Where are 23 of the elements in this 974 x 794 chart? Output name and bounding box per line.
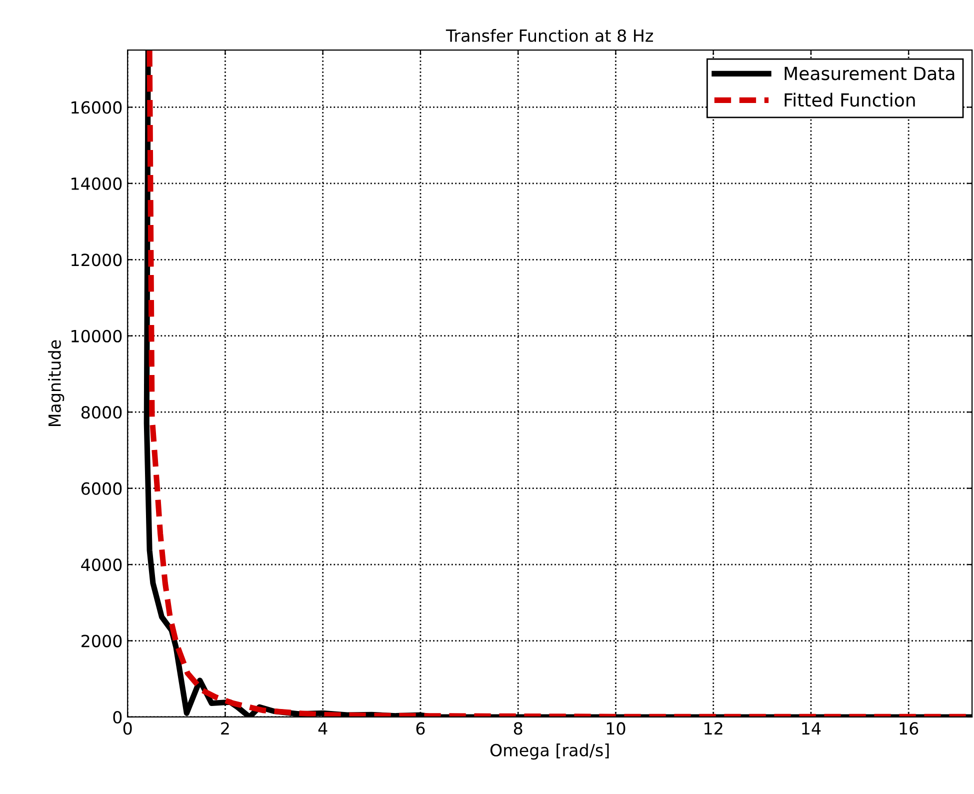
x-tick-label: 12	[704, 722, 722, 735]
x-tick-label: 4	[318, 722, 328, 735]
y-tick-label: 12000	[72, 254, 122, 266]
x-tick-label: 10	[606, 722, 626, 735]
x-tick-label: 8	[514, 722, 522, 735]
y-tick-label: 0	[113, 710, 122, 724]
x-tick-label: 14	[802, 722, 821, 735]
y-tick-label: 14000	[72, 177, 122, 190]
y-tick-label: 4000	[81, 558, 122, 572]
y-tick-label: 16000	[72, 101, 122, 114]
x-tick-label: 16	[900, 722, 918, 735]
y-tick-label: 2000	[82, 634, 122, 648]
x-tick-label: 2	[221, 722, 229, 735]
y-tick-label: 10000	[72, 330, 122, 342]
y-tick-label: 8000	[81, 406, 122, 419]
x-tick-label: 0	[123, 722, 132, 735]
x-axis-title: Omega [rad/s]	[490, 744, 609, 760]
legend-label: Measurement Data	[784, 66, 954, 80]
x-tick-label: 6	[416, 722, 425, 735]
chart-title: Transfer Function at 8 Hz	[446, 29, 653, 42]
y-tick-label: 6000	[81, 482, 122, 495]
legend-label: Fitted Function	[784, 92, 915, 107]
y-axis-title: Magnitude	[48, 340, 64, 426]
